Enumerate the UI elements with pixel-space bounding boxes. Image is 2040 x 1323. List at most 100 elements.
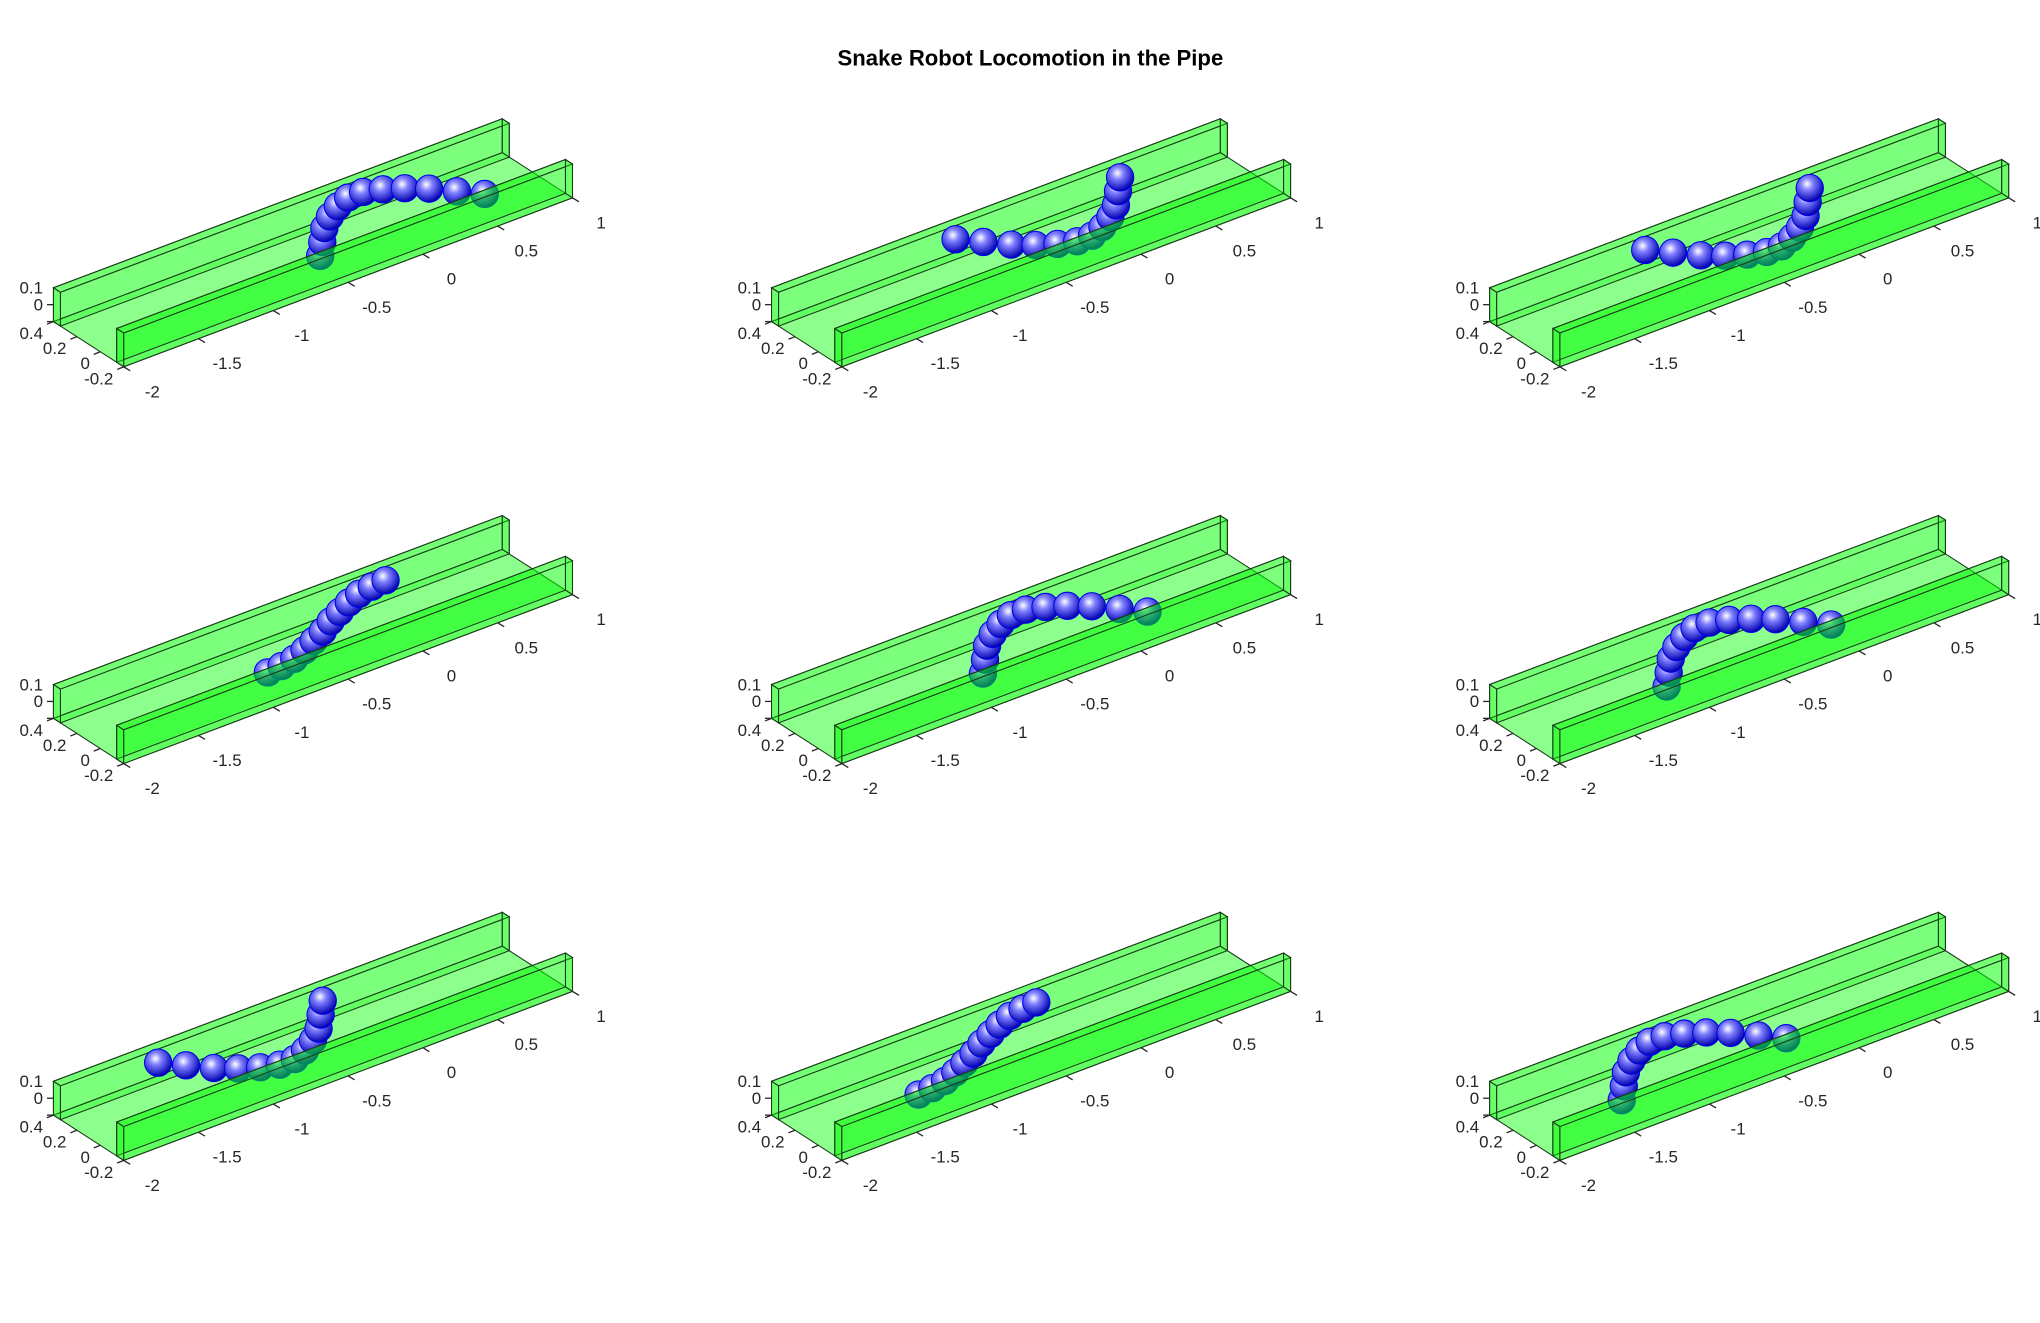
x-tick [991,706,999,712]
x-tick [916,1131,924,1137]
y-tick [1553,763,1561,767]
snake-link [414,174,444,203]
y-tick [1529,1144,1537,1149]
pipe-back-wall [52,286,61,328]
x-tick-label: 1 [596,213,605,232]
y-tick-label: 0.2 [43,1133,67,1152]
x-tick [123,366,131,372]
y-tick-label: 0.2 [1479,736,1503,755]
pipe-front-rail [116,1121,125,1162]
y-tick [116,763,124,767]
z-tick-label: 0.1 [20,279,44,298]
x-tick [1559,366,1567,372]
x-tick-label: 1 [2033,610,2040,629]
x-tick [1783,1075,1792,1081]
z-tick-label: 0.1 [738,279,762,298]
x-tick-label: -1 [294,326,309,345]
x-tick-label: 0.5 [1233,242,1257,261]
y-tick-label: -0.2 [84,369,113,388]
x-tick [841,763,849,769]
x-tick-label: -1.5 [1649,751,1678,770]
x-tick-label: 0.5 [1951,1035,1975,1054]
x-tick-label: -0.5 [362,695,391,714]
subplot: -2-1.5-1-0.500.51-0.200.20.400.1 [738,514,1324,798]
y-tick-label: 0.4 [20,721,44,740]
x-tick [1290,197,1298,203]
x-tick [916,734,924,740]
x-tick [1858,1047,1866,1053]
y-tick [116,366,124,371]
y-tick-label: 0.4 [738,324,762,343]
y-tick [788,732,796,737]
x-tick-label: 1 [1315,610,1324,629]
x-tick [1215,225,1223,231]
pipe-back-wall [1489,286,1498,328]
x-tick-label: 0.5 [515,1035,539,1054]
x-tick [1634,338,1642,344]
subplot: -2-1.5-1-0.500.51-0.200.20.400.1 [20,911,606,1195]
x-tick-label: 1 [1315,1007,1324,1026]
pipe-front-rail [116,327,125,368]
z-tick-label: 0.1 [1456,675,1480,694]
y-tick-label: 0 [1517,354,1526,373]
y-tick-label: 0.4 [738,721,762,740]
z-tick-label: 0.1 [738,1072,762,1091]
y-tick [70,732,78,737]
x-tick-label: -1 [1012,326,1027,345]
x-tick-label: 0 [1883,666,1892,685]
subplot: -2-1.5-1-0.500.51-0.200.20.400.1 [1456,117,2040,401]
x-tick-label: -0.5 [1080,298,1109,317]
x-tick [497,1019,505,1025]
x-tick [1709,1103,1717,1109]
x-tick-label: 0.5 [515,242,539,261]
x-tick [1290,990,1298,996]
x-tick [1215,1019,1223,1025]
y-tick-label: 0.4 [1456,1118,1480,1137]
pipe-back-wall [501,117,510,159]
pipe-front-rail [2001,555,2010,596]
x-tick [198,338,206,344]
y-tick-label: -0.2 [1520,1163,1549,1182]
pipe-back-wall [771,1080,780,1121]
x-tick [1065,678,1074,684]
x-tick [422,1047,430,1053]
x-tick [1933,1019,1941,1025]
y-tick-label: 0.2 [1479,1133,1503,1152]
x-tick [1140,650,1148,656]
y-tick-label: 0.2 [761,1133,785,1152]
x-tick-label: 0 [1165,666,1174,685]
snake-link [1077,592,1106,621]
pipe-front-rail [564,555,574,596]
x-tick-label: -1.5 [213,1148,242,1167]
figure-title: Snake Robot Locomotion in the Pipe [838,46,1224,71]
x-tick [572,990,580,996]
pipe-back-wall [52,683,61,724]
pipe-back-wall [1219,117,1228,159]
y-tick-label: 0 [80,751,89,770]
x-tick-label: -2 [1581,382,1596,401]
z-tick-label: 0 [752,692,761,711]
x-tick [2008,990,2016,996]
snake-link [1631,235,1660,265]
snake-link [371,566,400,595]
pipe-back-wall [1219,514,1228,555]
x-tick-label: -0.5 [362,298,391,317]
x-tick-label: -1.5 [1649,354,1678,373]
x-tick-label: 0 [1883,1063,1892,1082]
y-tick [835,1159,843,1164]
x-tick [1709,706,1717,712]
snake-link [997,230,1026,259]
z-tick-label: 0.1 [1456,279,1480,298]
x-tick-label: 1 [2033,1007,2040,1026]
x-tick [1858,253,1866,259]
x-tick [272,309,281,315]
z-tick-label: 0.1 [738,675,762,694]
pipe-back-wall [1937,117,1946,159]
snake-link [1022,988,1051,1017]
pipe-front-rail [834,724,843,765]
y-tick [93,747,101,752]
pipe-front-rail [2001,952,2010,993]
y-tick [1506,1129,1514,1134]
y-tick [70,1129,78,1134]
